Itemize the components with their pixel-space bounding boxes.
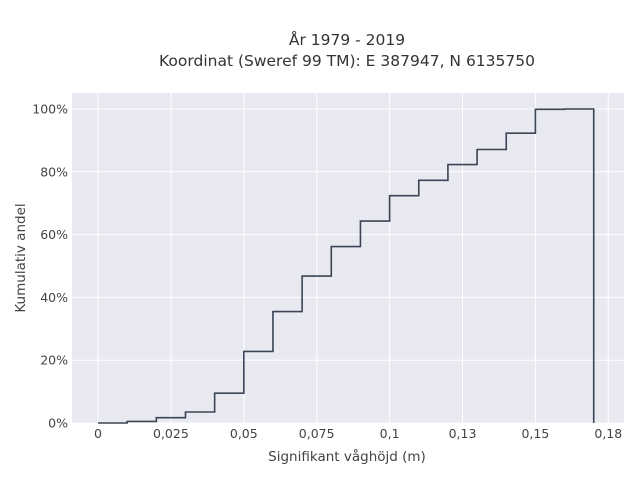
series-layer (98, 108, 595, 424)
y-tick-label: 40% (40, 290, 68, 305)
x-tick-label: 0 (94, 426, 102, 441)
y-tick-label: 100% (32, 102, 68, 117)
x-tick-label: 0,15 (521, 426, 549, 441)
x-tick-label: 0,075 (299, 426, 335, 441)
y-tick-label: 20% (40, 353, 68, 368)
x-tick-label: 0,13 (449, 426, 477, 441)
cumulative-step-line (98, 108, 595, 424)
x-tick-label: 0,1 (380, 426, 400, 441)
y-tick-label: 60% (40, 227, 68, 242)
x-axis-ticks: 0 0,025 0,05 0,075 0,1 0,13 0,15 0,18 (94, 426, 622, 441)
y-tick-label: 80% (40, 164, 68, 179)
plot-background (72, 93, 624, 423)
chart-title-line1: År 1979 - 2019 (289, 30, 405, 49)
chart-title-line2: Koordinat (Sweref 99 TM): E 387947, N 61… (159, 52, 535, 70)
grid-lines (72, 93, 624, 424)
y-axis-title: Kumulativ andel (13, 203, 29, 312)
y-tick-label: 0% (48, 416, 68, 431)
x-tick-label: 0,025 (153, 426, 189, 441)
x-tick-label: 0,05 (230, 426, 258, 441)
x-tick-label: 0,18 (594, 426, 622, 441)
x-axis-title: Signifikant våghöjd (m) (268, 448, 426, 465)
y-axis-ticks: 0% 20% 40% 60% 80% 100% (32, 102, 68, 431)
